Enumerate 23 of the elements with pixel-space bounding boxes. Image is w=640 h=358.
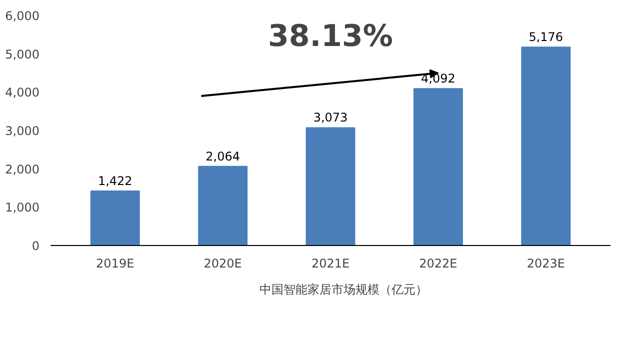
x-tick-label: 2021E — [311, 256, 350, 270]
text: 中国智能家居市场规模（亿元） — [260, 282, 428, 298]
data-label: 1,422 — [98, 174, 132, 188]
y-tick-label: 1,000 — [5, 200, 40, 215]
data-label: 3,073 — [313, 110, 348, 125]
x-tick-label: 2020E — [204, 256, 242, 270]
bar — [306, 127, 356, 246]
annotation: 38.13% — [268, 18, 393, 54]
bar — [198, 166, 248, 246]
y-tick-label: 0 — [32, 239, 40, 253]
y-tick-label: 4,000 — [5, 86, 40, 100]
y-tick-label: 2,000 — [5, 162, 40, 176]
bar — [90, 190, 140, 246]
data-label: 2,064 — [206, 149, 240, 164]
x-tick-label: 2022E — [419, 256, 458, 270]
bar — [413, 88, 463, 246]
y-tick-label: 5,000 — [5, 47, 40, 62]
x-tick-label: 2019E — [96, 256, 134, 270]
bar — [521, 46, 571, 246]
data-label: 5,176 — [528, 30, 564, 44]
y-tick-label: 6,000 — [5, 9, 40, 23]
y-tick-label: 3,000 — [5, 124, 40, 138]
x-tick-label: 2023E — [526, 256, 565, 270]
